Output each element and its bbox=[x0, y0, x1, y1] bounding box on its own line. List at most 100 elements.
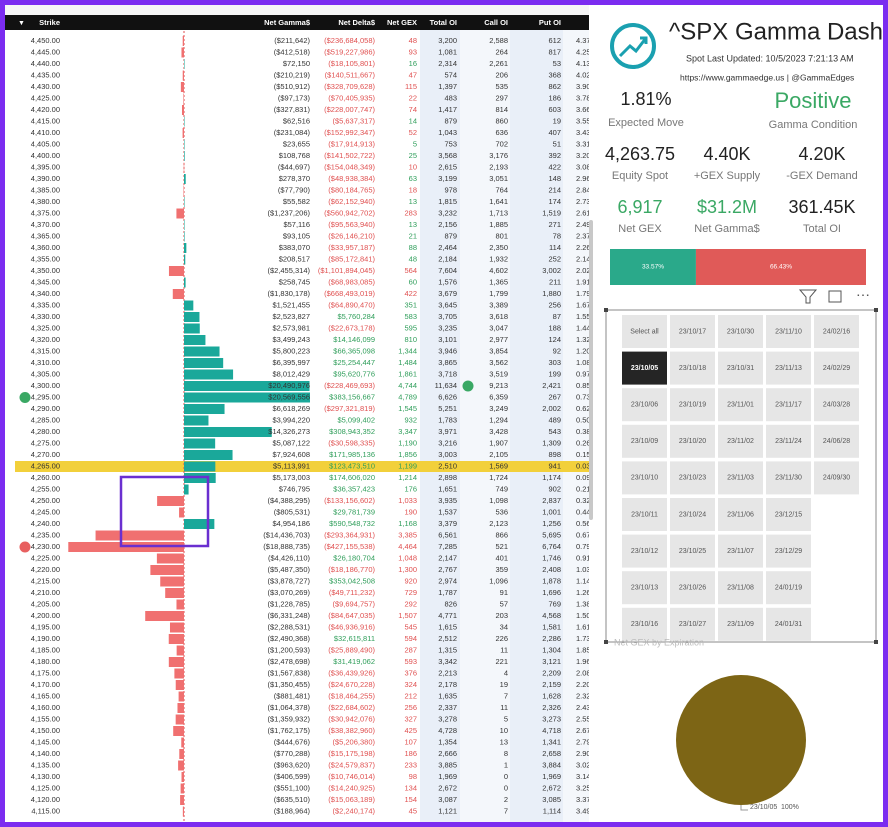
slicer-label[interactable]: 23/10/18 bbox=[679, 365, 706, 372]
slicer-button[interactable] bbox=[766, 424, 811, 458]
slicer-button[interactable] bbox=[670, 388, 715, 422]
slicer-button[interactable] bbox=[670, 461, 715, 495]
slicer-button[interactable] bbox=[622, 315, 667, 348]
slicer-label[interactable]: 23/10/27 bbox=[679, 621, 706, 628]
slicer-button[interactable] bbox=[766, 607, 811, 641]
slicer-button[interactable] bbox=[766, 351, 811, 385]
slicer-label[interactable]: 23/11/10 bbox=[775, 328, 802, 335]
slicer-label[interactable]: 23/10/06 bbox=[631, 402, 658, 409]
slicer-button[interactable] bbox=[622, 351, 667, 385]
slicer-button[interactable] bbox=[670, 315, 715, 348]
slicer-label[interactable]: 23/10/30 bbox=[727, 328, 754, 335]
slicer-button[interactable] bbox=[814, 461, 859, 495]
slicer-label[interactable]: 23/10/26 bbox=[679, 585, 706, 592]
table-cell: 1,799 bbox=[489, 289, 508, 298]
slicer-label[interactable]: 23/10/10 bbox=[631, 475, 658, 482]
slicer-button[interactable] bbox=[718, 461, 763, 495]
slicer-label[interactable]: 23/11/13 bbox=[775, 365, 802, 372]
slicer-button[interactable] bbox=[670, 424, 715, 458]
slicer-button[interactable] bbox=[622, 571, 667, 605]
slicer-button[interactable] bbox=[766, 461, 811, 495]
slicer-label[interactable]: 24/02/29 bbox=[823, 365, 850, 372]
slicer-label[interactable]: 24/03/28 bbox=[823, 402, 850, 409]
slicer-label[interactable]: 23/10/20 bbox=[679, 438, 706, 445]
slicer-button[interactable] bbox=[670, 498, 715, 531]
slicer-label[interactable]: 23/12/15 bbox=[775, 511, 802, 518]
slicer-button[interactable] bbox=[766, 388, 811, 422]
slicer-button[interactable] bbox=[718, 571, 763, 605]
slicer-label[interactable]: 23/11/30 bbox=[775, 475, 802, 482]
slicer-label[interactable]: 24/09/30 bbox=[823, 475, 850, 482]
slicer-button[interactable] bbox=[670, 351, 715, 385]
slicer-label[interactable]: 23/11/17 bbox=[775, 402, 802, 409]
slicer-label[interactable]: 23/10/12 bbox=[631, 548, 658, 555]
slicer-button[interactable] bbox=[718, 351, 763, 385]
slicer-button[interactable] bbox=[814, 351, 859, 385]
slicer-label[interactable]: Select all bbox=[630, 328, 659, 335]
more-icon[interactable]: ⋯ bbox=[856, 287, 870, 303]
slicer-label[interactable]: 23/11/24 bbox=[775, 438, 802, 445]
slicer-button[interactable] bbox=[718, 498, 763, 531]
slicer-button[interactable] bbox=[814, 315, 859, 348]
slicer-label[interactable]: 24/01/19 bbox=[775, 585, 802, 592]
slicer-button[interactable] bbox=[622, 534, 667, 568]
table-cell: 3,273 bbox=[542, 714, 561, 723]
slicer-button[interactable] bbox=[718, 607, 763, 641]
slicer-label[interactable]: 23/11/01 bbox=[727, 402, 754, 409]
slicer-button[interactable] bbox=[766, 498, 811, 531]
table-cell: 4,195.00 bbox=[31, 622, 60, 631]
slicer-button[interactable] bbox=[622, 424, 667, 458]
table-cell: 154 bbox=[404, 795, 417, 804]
slicer-button[interactable] bbox=[622, 388, 667, 422]
slicer-button[interactable] bbox=[622, 607, 667, 641]
slicer-label[interactable]: 23/11/06 bbox=[727, 511, 754, 518]
slicer-label[interactable]: 23/11/03 bbox=[727, 475, 754, 482]
slicer-label[interactable]: 24/01/31 bbox=[775, 621, 802, 628]
slicer-button[interactable] bbox=[670, 571, 715, 605]
slicer-button[interactable] bbox=[814, 388, 859, 422]
slicer-label[interactable]: 23/10/23 bbox=[679, 475, 706, 482]
table-cell: 2,898 bbox=[438, 473, 457, 482]
slicer-label[interactable]: 23/10/25 bbox=[679, 548, 706, 555]
slicer-label[interactable]: 23/11/08 bbox=[727, 585, 754, 592]
slicer-label[interactable]: 23/10/17 bbox=[679, 328, 706, 335]
slicer-label[interactable]: 23/12/29 bbox=[775, 548, 802, 555]
slicer-button[interactable] bbox=[718, 534, 763, 568]
filter-icon[interactable] bbox=[798, 289, 818, 304]
table-cell: 3.14 bbox=[576, 772, 591, 781]
slicer-button[interactable] bbox=[670, 607, 715, 641]
table-cell: ($1,830,178) bbox=[267, 289, 310, 298]
table-cell: 3,519 bbox=[489, 369, 508, 378]
table-cell: 211 bbox=[549, 277, 561, 286]
slicer-label[interactable]: 23/10/19 bbox=[679, 402, 706, 409]
table-cell: 3,389 bbox=[489, 300, 508, 309]
slicer-label[interactable]: 24/02/16 bbox=[823, 328, 850, 335]
slicer-label[interactable]: 23/10/24 bbox=[679, 511, 706, 518]
slicer-button[interactable] bbox=[766, 571, 811, 605]
slicer-label[interactable]: 23/11/09 bbox=[727, 621, 754, 628]
focus-icon[interactable] bbox=[828, 290, 842, 303]
slicer-label[interactable]: 23/11/07 bbox=[727, 548, 754, 555]
slicer-label[interactable]: 23/10/13 bbox=[631, 585, 658, 592]
slicer-label[interactable]: 23/10/05 bbox=[631, 365, 658, 372]
slicer-button[interactable] bbox=[670, 534, 715, 568]
table-cell: $14,146,099 bbox=[333, 335, 375, 344]
slicer-button[interactable] bbox=[718, 315, 763, 348]
slicer-label[interactable]: 23/10/16 bbox=[631, 621, 658, 628]
table-cell: 0.85 bbox=[576, 381, 591, 390]
slicer-label[interactable]: 23/10/11 bbox=[631, 511, 658, 518]
slicer-button[interactable] bbox=[718, 388, 763, 422]
table-cell: 368 bbox=[548, 70, 561, 79]
slicer-button[interactable] bbox=[814, 424, 859, 458]
table-cell: 13 bbox=[409, 220, 417, 229]
slicer-label[interactable]: 24/06/28 bbox=[823, 438, 850, 445]
slicer-label[interactable]: 23/11/02 bbox=[727, 438, 754, 445]
slicer-button[interactable] bbox=[766, 534, 811, 568]
side-panel: ^SPX Gamma Dash Spot Last Updated: 10/5/… bbox=[604, 18, 883, 811]
slicer-button[interactable] bbox=[718, 424, 763, 458]
slicer-button[interactable] bbox=[766, 315, 811, 348]
slicer-button[interactable] bbox=[622, 498, 667, 531]
slicer-label[interactable]: 23/10/31 bbox=[727, 365, 754, 372]
slicer-label[interactable]: 23/10/09 bbox=[631, 438, 658, 445]
slicer-button[interactable] bbox=[622, 461, 667, 495]
